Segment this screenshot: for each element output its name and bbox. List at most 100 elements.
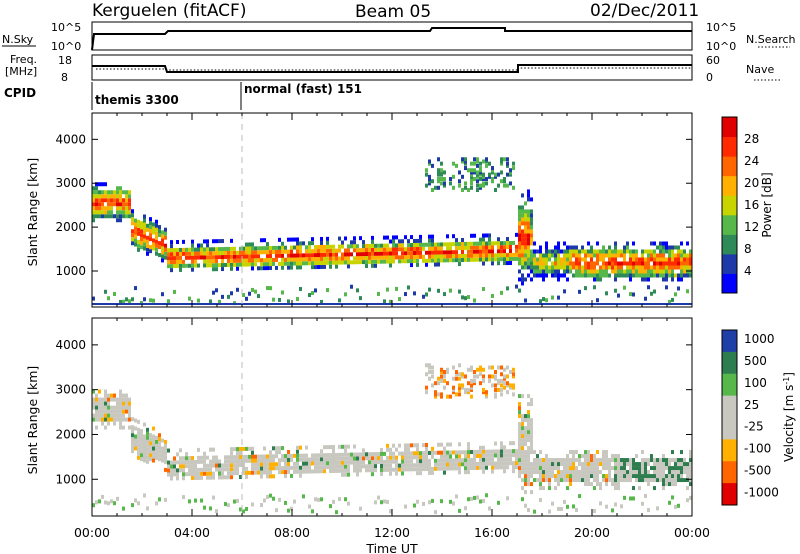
echo-cell [602,478,605,483]
echo-cell [119,194,122,199]
colorbar-tick-label: 16 [744,198,759,212]
echo-cell [401,459,404,464]
echo-cell [419,471,422,476]
echo-cell [587,265,590,270]
echo-cell [482,387,485,392]
echo-cell [260,262,263,267]
echo-cell [455,258,458,263]
echo-cell [161,458,164,463]
echo-cell [188,296,191,301]
echo-cell [185,460,188,465]
echo-cell [563,462,566,467]
echo-cell [686,470,689,475]
echo-cell [671,253,674,258]
echo-cell [506,237,509,242]
echo-cell [575,458,578,463]
echo-cell [452,161,455,166]
echo-cell [185,456,188,461]
echo-cell [521,209,524,214]
echo-cell [275,245,278,250]
echo-cell [248,262,251,267]
echo-cell [647,474,650,479]
echo-cell [209,447,212,452]
echo-cell [122,206,125,211]
echo-cell [413,463,416,468]
echo-cell [485,394,488,399]
freq-unit-label: [MHz] [5,65,37,78]
colorbar-segment [722,461,737,484]
echo-cell [473,449,476,454]
echo-cell [266,470,269,475]
echo-cell [467,381,470,386]
echo-cell [404,235,407,240]
echo-cell [632,257,635,262]
echo-cell [101,413,104,418]
echo-cell [308,469,311,474]
echo-cell [401,451,404,456]
echo-cell [518,422,521,427]
echo-cell [551,261,554,266]
echo-cell [677,503,680,508]
echo-cell [377,291,380,296]
echo-cell [221,239,224,244]
echo-cell [587,466,590,471]
echo-cell [308,261,311,266]
echo-cell [662,269,665,274]
echo-cell [155,235,158,240]
echo-cell [617,253,620,258]
echo-cell [542,265,545,270]
echo-cell [458,508,461,513]
echo-cell [584,458,587,463]
echo-cell [218,263,221,268]
echo-cell [614,288,617,293]
echo-cell [398,443,401,448]
echo-cell [431,238,434,243]
echo-cell [653,486,656,491]
echo-cell [458,450,461,455]
echo-cell [305,457,308,462]
echo-cell [368,452,371,457]
echo-cell [119,401,122,406]
echo-cell [194,475,197,480]
echo-cell [674,478,677,483]
echo-cell [563,249,566,254]
echo-cell [410,235,413,240]
echo-cell [638,474,641,479]
echo-cell [254,462,257,467]
echo-cell [503,465,506,470]
echo-cell [683,253,686,258]
echo-cell [182,460,185,465]
echo-cell [416,471,419,476]
echo-cell [464,390,467,395]
echo-cell [647,253,650,258]
echo-cell [125,297,128,302]
echo-cell [107,206,110,211]
echo-cell [179,255,182,260]
echo-cell [335,248,338,253]
echo-cell [572,450,575,455]
echo-cell [155,439,158,444]
echo-cell [215,288,218,293]
echo-cell [425,242,428,247]
echo-cell [548,470,551,475]
echo-cell [251,266,254,271]
echo-cell [290,265,293,270]
echo-cell [245,258,248,263]
echo-cell [506,257,509,262]
echo-cell [311,249,314,254]
echo-cell [257,266,260,271]
echo-cell [233,262,236,267]
echo-cell [650,249,653,254]
echo-cell [293,499,296,504]
echo-cell [365,244,368,249]
echo-cell [671,478,674,483]
echo-cell [161,250,164,255]
echo-cell [257,454,260,459]
echo-cell [464,462,467,467]
echo-cell [392,467,395,472]
echo-cell [494,188,497,193]
echo-cell [503,241,506,246]
echo-cell [428,159,431,164]
echo-cell [521,418,524,423]
